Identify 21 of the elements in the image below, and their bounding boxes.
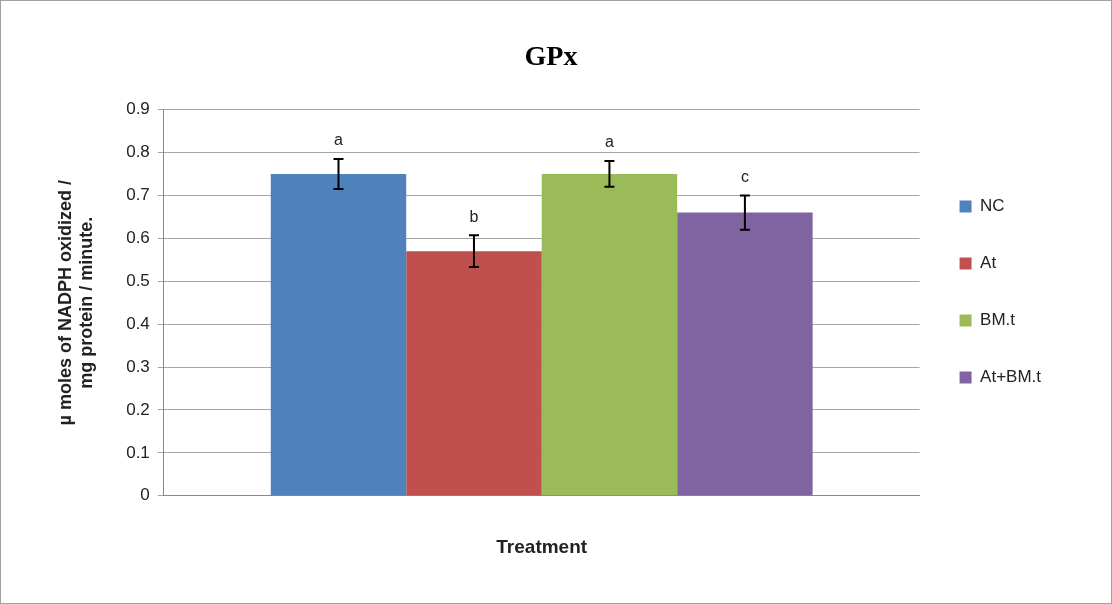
y-tick-label: 0.9 [126, 99, 150, 119]
legend-label: At+BM.t [980, 367, 1042, 387]
y-tick-label: 0.8 [126, 142, 150, 162]
annotation: a [334, 131, 344, 149]
annotation: b [469, 207, 479, 225]
y-tick-label: 0.6 [126, 228, 150, 248]
annotation: a [604, 133, 614, 151]
y-tick-label: 0.3 [126, 356, 150, 376]
annotation: c [740, 167, 749, 185]
y-tick-label: 0.7 [126, 185, 150, 205]
legend-label: At [980, 253, 997, 273]
y-tick-label: 0.4 [126, 313, 150, 333]
y-tick-label: 0.5 [126, 270, 150, 290]
y-tick-label: 0.1 [126, 442, 150, 462]
y-tick-label: 0 [140, 485, 150, 505]
x-axis-title: Treatment [496, 535, 588, 557]
chart-title: GPx [524, 40, 578, 72]
y-axis-title: µ moles of NADPH oxidized / mg protein / minute. [54, 180, 97, 426]
y-tick-label: 0.2 [126, 399, 150, 419]
legend-label: BM.t [980, 310, 1016, 330]
legend-label: NC [980, 196, 1005, 216]
